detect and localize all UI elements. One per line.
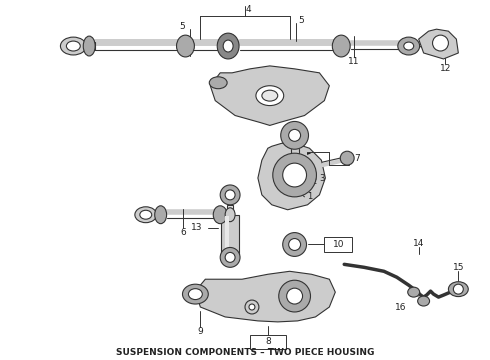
Bar [221, 215, 239, 255]
Text: 10: 10 [333, 240, 344, 249]
Text: 6: 6 [181, 228, 186, 237]
Polygon shape [258, 143, 325, 210]
Circle shape [283, 233, 307, 256]
Ellipse shape [262, 90, 278, 101]
Bar [225, 216, 229, 253]
Ellipse shape [404, 42, 414, 50]
Text: 15: 15 [453, 263, 464, 272]
Text: 5: 5 [180, 22, 185, 31]
Polygon shape [210, 66, 329, 125]
Circle shape [220, 185, 240, 205]
Ellipse shape [155, 206, 167, 224]
Ellipse shape [83, 36, 95, 56]
Circle shape [281, 121, 309, 149]
Circle shape [340, 151, 354, 165]
Circle shape [225, 190, 235, 200]
Ellipse shape [225, 208, 235, 222]
Ellipse shape [176, 35, 195, 57]
Text: 3: 3 [319, 174, 325, 183]
Polygon shape [196, 271, 335, 322]
Ellipse shape [66, 41, 80, 51]
Text: 5: 5 [298, 16, 304, 25]
Circle shape [433, 35, 448, 51]
Ellipse shape [60, 37, 86, 55]
Ellipse shape [417, 296, 430, 306]
Ellipse shape [140, 210, 152, 219]
Text: 7: 7 [354, 154, 360, 163]
Circle shape [245, 300, 259, 314]
Text: 8: 8 [265, 337, 270, 346]
Ellipse shape [217, 33, 239, 59]
Ellipse shape [182, 284, 208, 304]
Text: 2: 2 [312, 177, 317, 186]
Text: 1: 1 [308, 192, 313, 201]
Ellipse shape [408, 287, 419, 297]
Bar [227, 205, 233, 220]
Circle shape [289, 129, 300, 141]
Circle shape [225, 252, 235, 262]
Text: 9: 9 [197, 327, 203, 336]
Ellipse shape [332, 35, 350, 57]
Circle shape [273, 153, 317, 197]
Ellipse shape [256, 86, 284, 105]
Circle shape [453, 284, 464, 294]
Ellipse shape [213, 206, 227, 224]
Text: SUSPENSION COMPONENTS – TWO PIECE HOUSING: SUSPENSION COMPONENTS – TWO PIECE HOUSIN… [116, 348, 374, 357]
Ellipse shape [398, 37, 419, 55]
Text: 4: 4 [245, 5, 251, 14]
Circle shape [289, 239, 300, 251]
Text: ►: ► [307, 150, 312, 155]
Circle shape [283, 163, 307, 187]
Bar [250, 335, 286, 349]
Ellipse shape [135, 207, 157, 223]
Circle shape [249, 304, 255, 310]
Text: 12: 12 [440, 64, 451, 73]
Circle shape [287, 288, 302, 304]
Text: 13: 13 [191, 223, 202, 232]
Text: 11: 11 [348, 57, 360, 66]
Circle shape [220, 247, 240, 267]
Ellipse shape [209, 77, 227, 89]
Text: 16: 16 [395, 302, 407, 311]
Circle shape [279, 280, 311, 312]
Bar [324, 237, 352, 252]
Text: 14: 14 [413, 239, 424, 248]
Ellipse shape [189, 289, 202, 300]
Ellipse shape [223, 40, 233, 52]
Ellipse shape [448, 282, 468, 297]
Polygon shape [418, 29, 458, 59]
